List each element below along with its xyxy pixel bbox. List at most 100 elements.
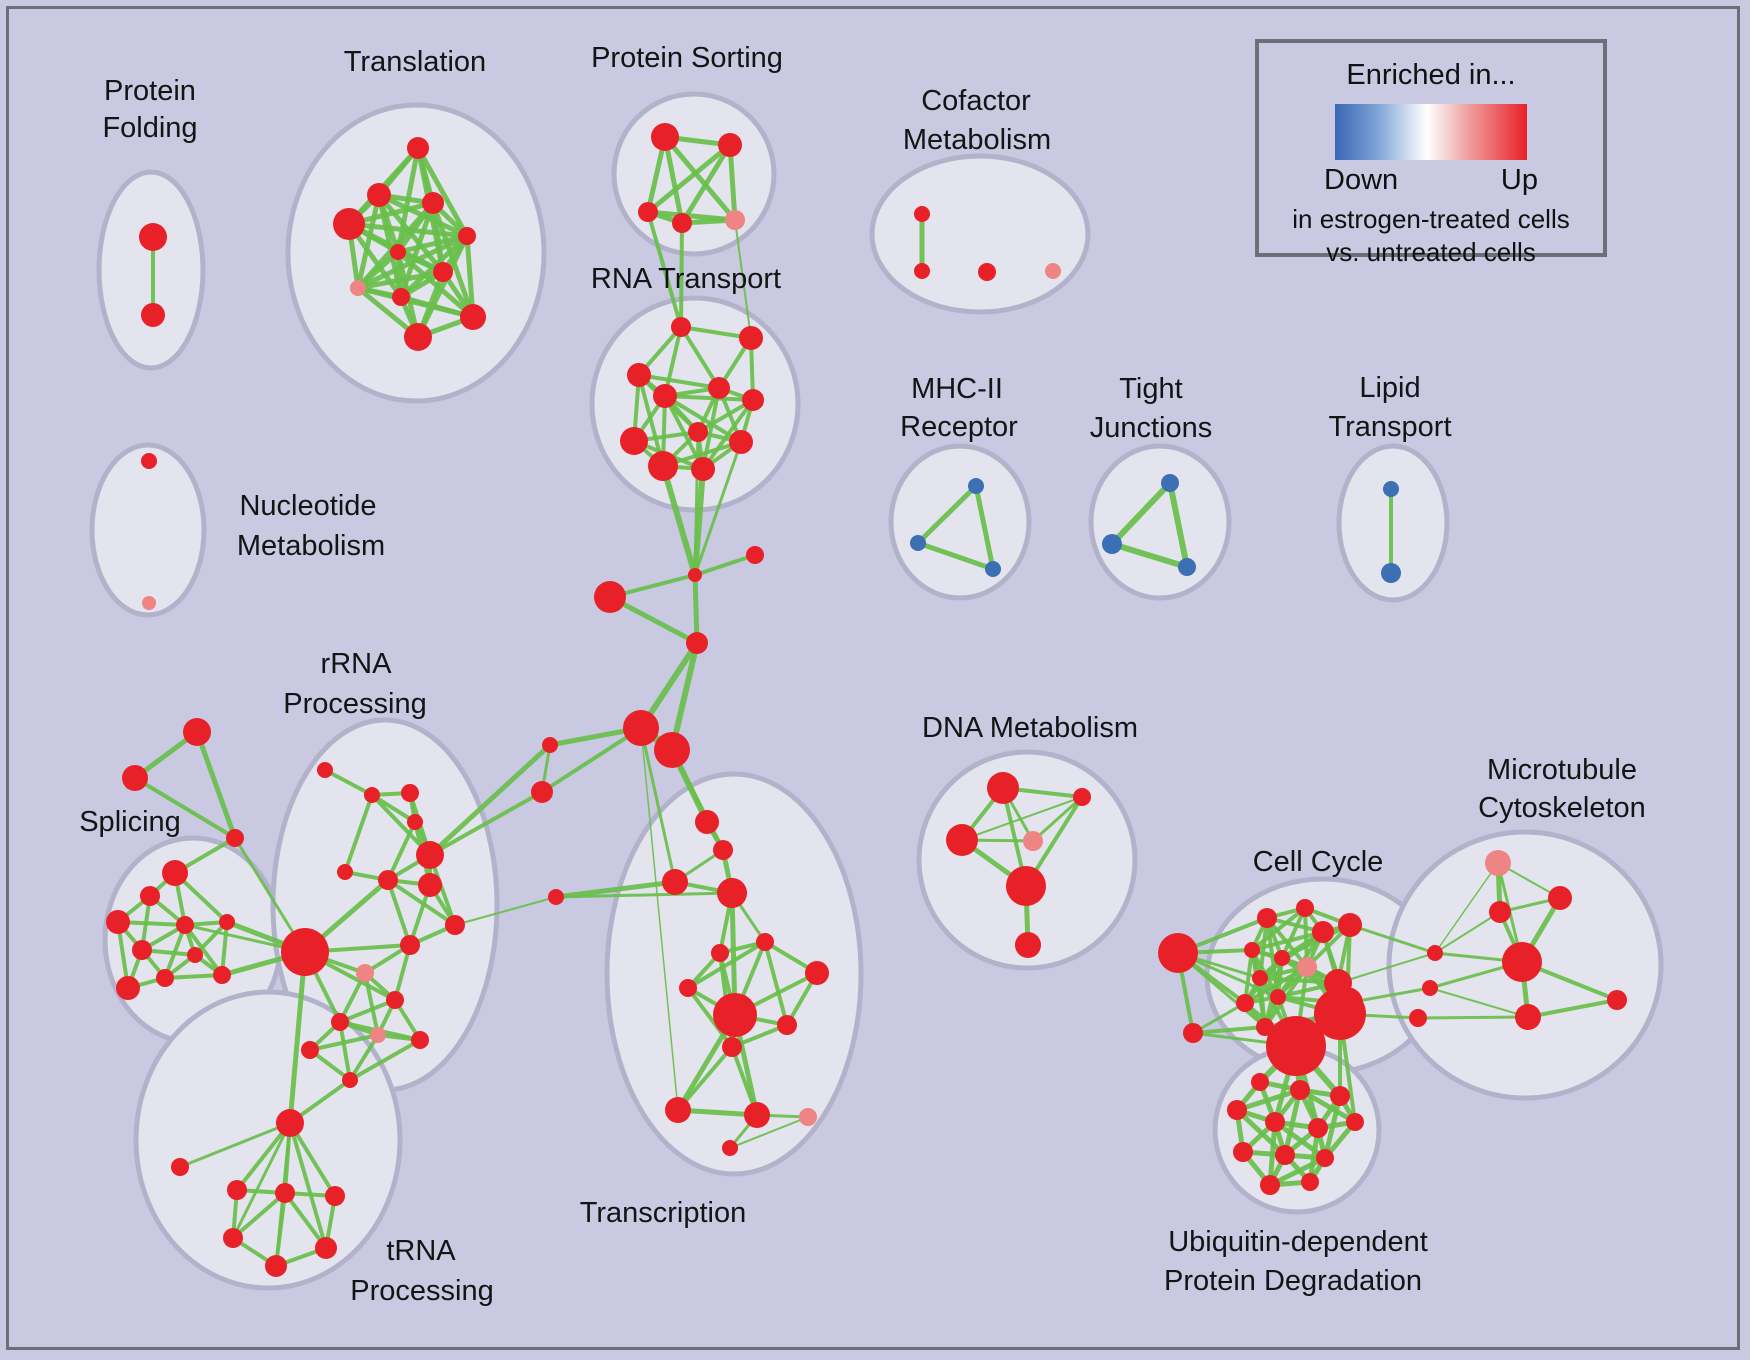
edge-tr1-tr5 [415,145,470,239]
node-cf4 [1045,263,1061,279]
edge-tr6-tr10 [395,249,476,320]
node-tr8 [350,280,366,296]
edge-r7-r9 [386,878,457,927]
node-tx14 [799,1108,817,1126]
edge-ps2-ps4 [679,142,733,226]
edge-ps2-ps3 [645,142,733,215]
node-m8 [531,781,553,803]
edge-tx8-tx11 [686,986,734,1049]
node-rt4 [653,384,677,408]
edge-ps1-ps5 [662,134,738,223]
node-u12 [1301,1173,1319,1191]
legend-up-label: Up [1500,164,1538,196]
edge-c4-c5 [1250,906,1307,952]
node-m9 [548,889,564,905]
node-d4 [1023,831,1043,851]
cluster-label-rrna-processing-line1: rRNA [321,648,393,680]
edge-r2-r4 [370,793,417,824]
node-tx4 [717,878,747,908]
node-c10 [1338,913,1362,937]
cluster-label-lipid-transport-line2: Transport [1328,411,1451,443]
edge-c10-k1 [1348,923,1437,955]
node-s3 [106,910,130,934]
node-c7 [1297,957,1317,977]
edge-s4-s9 [183,923,224,977]
node-cf3 [978,263,996,281]
node-u1 [1251,1073,1269,1091]
cluster-label-rna-transport: RNA Transport [591,263,781,295]
node-rt5 [708,377,730,399]
cluster-label-protein-sorting: Protein Sorting [591,42,783,74]
edge-m1-m2 [693,553,757,577]
edge-ps4-rt1 [679,221,684,329]
node-k3 [1409,1009,1427,1027]
node-lp2 [1381,563,1401,583]
edge-c5-c9 [1250,930,1325,952]
edge-u2-u4 [1234,1087,1303,1113]
edge-rt6-rt11 [701,398,755,471]
edge-k1-mt1 [1434,862,1499,954]
node-rt7 [620,427,648,455]
node-g1 [183,718,211,746]
node-d2 [1073,788,1091,806]
node-c17 [1314,988,1366,1040]
cluster-ellipse-cofactor-metabolism [869,153,1091,315]
node-r9 [445,915,465,935]
edge-r1-r2 [323,768,374,797]
node-nm1 [141,453,157,469]
node-cf1 [914,206,930,222]
node-rt10 [648,451,678,481]
node-ps2 [718,133,742,157]
node-tr5 [458,227,476,245]
edge-tr5-tr10 [464,233,476,320]
node-r16 [411,1031,429,1049]
node-mt5 [1607,990,1627,1010]
node-tx12 [665,1097,691,1123]
node-pf1 [139,223,167,251]
edge-tj1-tj3 [1167,480,1190,570]
node-u7 [1346,1113,1364,1131]
node-s9 [213,966,231,984]
node-r14 [331,1013,349,1031]
edge-r9-m9 [454,896,557,926]
node-tj1 [1161,474,1179,492]
cluster-label-trna-processing-line2: Processing [350,1275,493,1307]
edge-tx5-tx10 [763,940,789,1027]
node-nm2 [142,596,156,610]
edge-m1-m4 [692,572,700,646]
edge-m8-r5 [428,790,544,857]
edge-m7-r5 [427,742,553,858]
node-tr6 [390,244,406,260]
node-mt3 [1489,901,1511,923]
node-mt4 [1502,942,1542,982]
node-u11 [1260,1175,1280,1195]
edge-d2-d3 [961,796,1083,841]
cluster-label-ubiquitin-degradation-line1: Ubiquitin-dependent [1168,1226,1428,1258]
node-tr1 [407,137,429,159]
edge-r15-r17 [308,1033,380,1052]
node-u5 [1265,1112,1285,1132]
node-rt11 [691,457,715,481]
node-rt6 [742,389,764,411]
edge-c4-c6 [1280,906,1307,960]
cluster-label-microtubule-cytoskeleton-line2: Cytoskeleton [1478,792,1646,824]
edge-th-h5 [288,1121,328,1250]
node-c16 [1266,1016,1326,1076]
edge-tr2-tr8 [355,192,382,291]
node-g3 [226,829,244,847]
edge-mh1-mh3 [973,483,996,572]
node-r11 [356,964,374,982]
legend-down-label: Down [1324,164,1399,196]
node-d3 [946,824,978,856]
node-r12 [400,935,420,955]
edge-r15-r18 [348,1033,380,1082]
node-h2 [275,1183,295,1203]
edge-rt10-m1 [660,463,698,578]
edge-k2-mt6 [1429,987,1529,1018]
cluster-label-dna-metabolism: DNA Metabolism [922,712,1138,744]
edge-m3-m4 [607,594,700,646]
node-c8 [1252,970,1268,986]
edge-th-h4 [231,1121,292,1240]
node-g2 [122,765,148,791]
cluster-label-protein-folding-line2: Folding [102,112,197,144]
